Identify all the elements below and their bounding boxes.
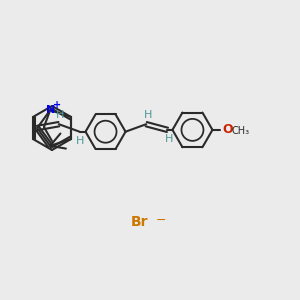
Text: H: H [144,110,152,120]
Text: H: H [56,110,64,120]
Text: H: H [76,136,85,146]
Text: H: H [165,134,174,144]
Text: −: − [156,214,166,226]
Text: O: O [223,123,233,136]
Text: N: N [46,105,55,115]
Text: +: + [53,100,61,110]
Text: Br: Br [130,215,148,229]
Text: CH₃: CH₃ [232,126,250,136]
